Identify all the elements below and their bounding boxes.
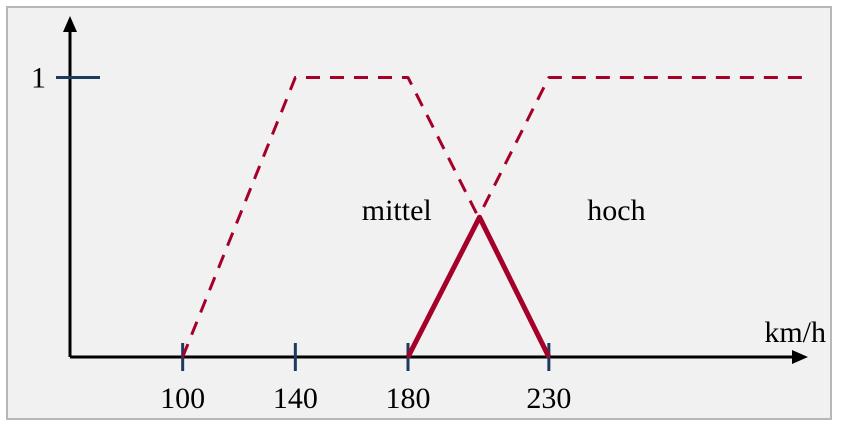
y-tick-label-1: 1 [31,61,46,94]
annotation-mittel: mittel [362,194,432,227]
x-tick-label-100: 100 [160,382,205,415]
annotation-hoch: hoch [587,194,645,227]
labels: km/h 100 140 180 230 1 mittel hoch [31,61,826,415]
x-axis-arrowhead [792,350,808,364]
chart-frame [6,6,832,420]
x-tick-label-140: 140 [273,382,318,415]
y-axis-arrowhead [63,16,77,32]
x-tick-label-180: 180 [386,382,431,415]
series-line-mittel [181,75,551,358]
x-axis-label: km/h [764,316,826,349]
series-group [181,75,803,359]
axes [63,16,808,364]
x-tick-label-230: 230 [526,382,571,415]
series-line-2 [405,214,552,359]
